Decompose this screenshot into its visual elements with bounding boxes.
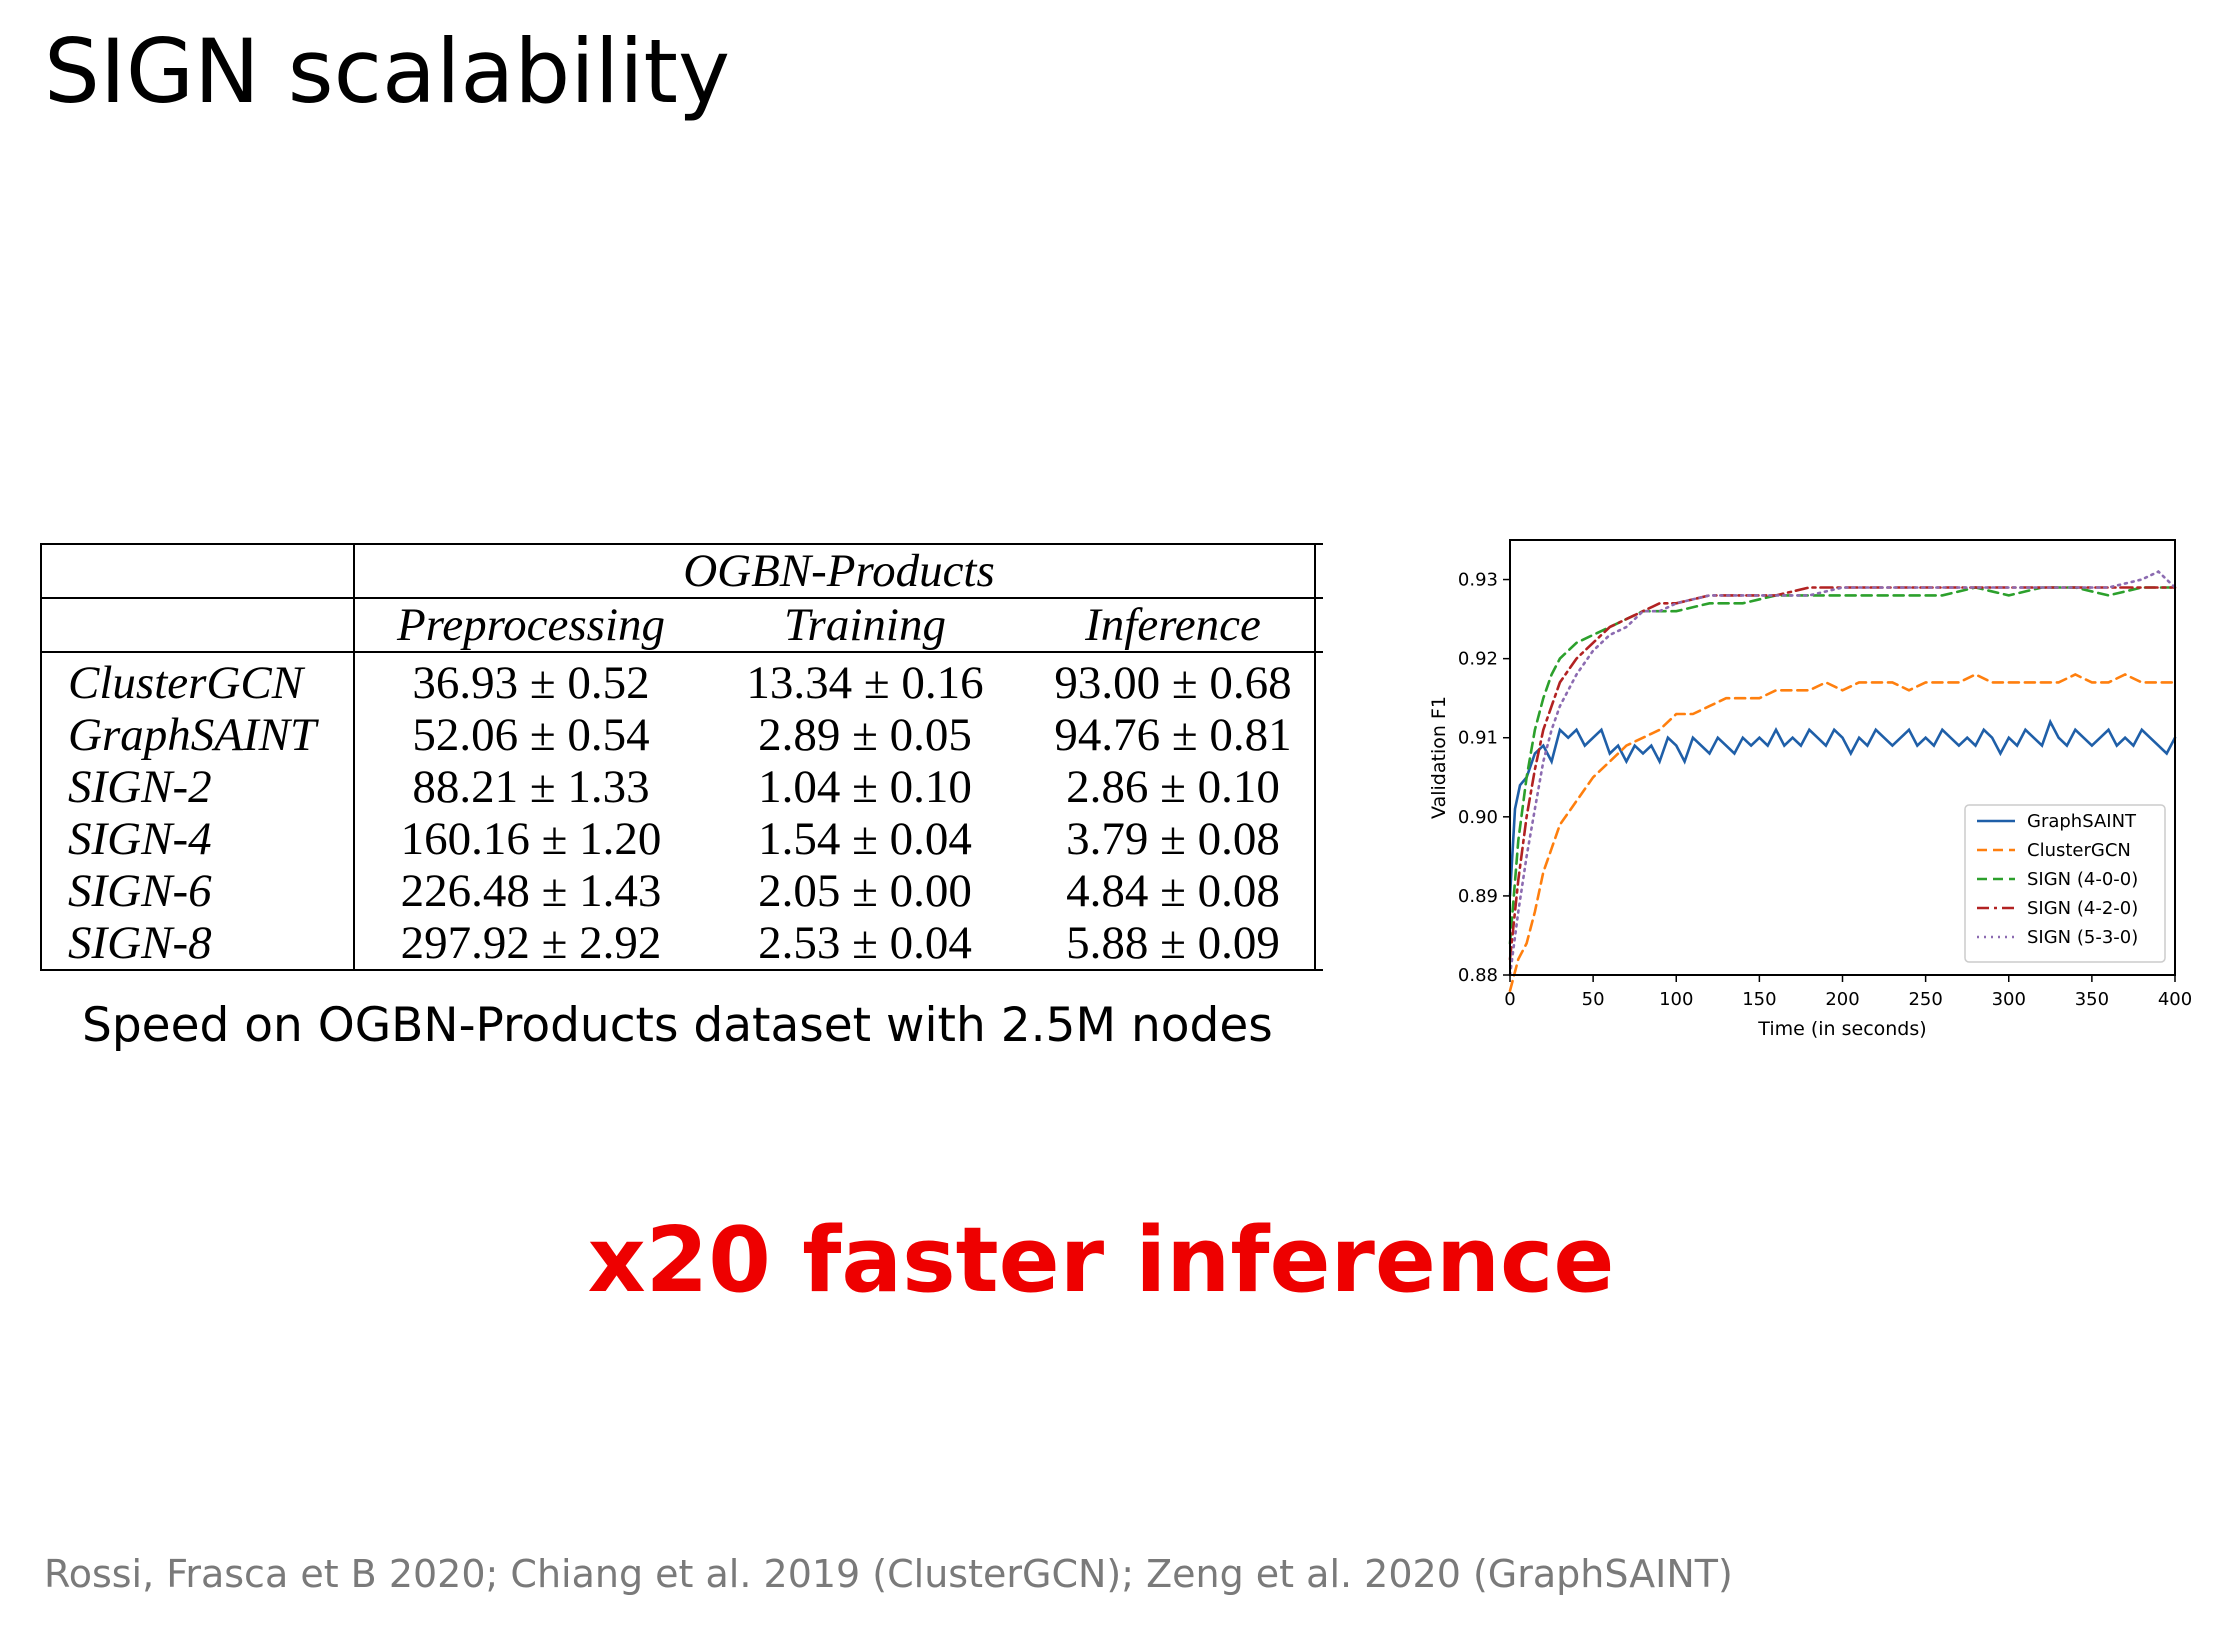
- preprocessing-value: 36.93 ± 0.52: [412, 656, 650, 709]
- x-tick-label: 400: [2158, 989, 2192, 1010]
- chart-axes: 0 50 100 150 200 250 300 350 400 0.88 0.89 0.90 0.91…: [1458, 570, 2192, 1010]
- legend-label: SIGN (5-3-0): [2027, 927, 2138, 948]
- series-line-0: [1508, 718, 2177, 898]
- highlight-label: x20 faster inference: [587, 1208, 1615, 1313]
- training-value: 2.05 ± 0.00: [758, 864, 972, 917]
- method-name: ClusterGCN: [40, 652, 355, 709]
- y-tick-label: 0.91: [1458, 728, 1498, 749]
- x-tick-label: 300: [1992, 989, 2026, 1010]
- inference-value: 94.76 ± 0.81: [1054, 708, 1292, 761]
- inference-value: 93.00 ± 0.68: [1054, 656, 1292, 709]
- inference-value: 2.86 ± 0.10: [1066, 760, 1280, 813]
- column-header: Inference: [1023, 597, 1323, 653]
- method-name: GraphSAINT: [40, 709, 355, 761]
- x-axis-label: Time (in seconds): [1757, 1018, 1926, 1040]
- table-row: SIGN-4 160.16 ± 1.20 1.54 ± 0.04 3.79 ± …: [40, 813, 1323, 865]
- column-header: Training: [707, 597, 1023, 653]
- legend-label: SIGN (4-2-0): [2027, 898, 2138, 919]
- x-tick-label: 150: [1742, 989, 1776, 1010]
- method-name: SIGN-4: [40, 813, 355, 865]
- corner-cell: [40, 597, 355, 653]
- legend-label: ClusterGCN: [2027, 840, 2131, 861]
- y-tick-label: 0.92: [1458, 649, 1498, 670]
- chart-marks: [1508, 570, 2177, 993]
- validation-f1-chart: 0 50 100 150 200 250 300 350 400 0.88 0.89 0.90 0.91…: [1428, 539, 2192, 1040]
- inference-value: 4.84 ± 0.08: [1066, 864, 1280, 917]
- training-value: 2.53 ± 0.04: [707, 917, 1023, 971]
- preprocessing-value: 226.48 ± 1.43: [400, 864, 662, 917]
- series-line-1: [1508, 673, 2177, 993]
- table-row: GraphSAINT 52.06 ± 0.54 2.89 ± 0.05 94.7…: [40, 709, 1323, 761]
- table-row: SIGN-6 226.48 ± 1.43 2.05 ± 0.00 4.84 ± …: [40, 865, 1323, 917]
- legend-box: [1964, 804, 2166, 963]
- preprocessing-value: 297.92 ± 2.92: [354, 917, 707, 971]
- x-tick-label: 0: [1504, 989, 1515, 1010]
- inference-value: 3.79 ± 0.08: [1066, 812, 1280, 865]
- table-caption: Speed on OGBN-Products dataset with 2.5M…: [82, 998, 1273, 1053]
- x-tick-label: 250: [1908, 989, 1942, 1010]
- x-tick-label: 200: [1825, 989, 1859, 1010]
- y-tick-label: 0.93: [1458, 570, 1498, 591]
- series-line-2: [1508, 586, 2177, 945]
- highlight-text: x20 faster inference: [0, 1208, 2218, 1313]
- table-row: SIGN-2 88.21 ± 1.33 1.04 ± 0.10 2.86 ± 0…: [40, 761, 1323, 813]
- x-tick-label: 100: [1659, 989, 1693, 1010]
- slide-title: SIGN scalability: [44, 20, 731, 123]
- training-value: 1.54 ± 0.04: [758, 812, 972, 865]
- corner-cell: [40, 543, 355, 598]
- table-row: ClusterGCN 36.93 ± 0.52 13.34 ± 0.16 93.…: [40, 652, 1323, 709]
- results-table: OGBN-Products Preprocessing Training Inf…: [40, 543, 1323, 971]
- group-header: OGBN-Products: [354, 543, 1323, 598]
- y-tick-label: 0.89: [1458, 886, 1498, 907]
- method-name: SIGN-8: [40, 917, 355, 971]
- preprocessing-value: 160.16 ± 1.20: [400, 812, 662, 865]
- citation: Rossi, Frasca et B 2020; Chiang et al. 2…: [44, 1552, 1733, 1596]
- training-value: 13.34 ± 0.16: [746, 656, 984, 709]
- legend-label: GraphSAINT: [2027, 811, 2137, 832]
- inference-value: 5.88 ± 0.09: [1023, 917, 1323, 971]
- column-header: Preprocessing: [354, 597, 707, 653]
- training-value: 2.89 ± 0.05: [758, 708, 972, 761]
- x-tick-label: 350: [2075, 989, 2109, 1010]
- y-axis-label: Validation F1: [1428, 696, 1450, 819]
- chart-legend: GraphSAINT ClusterGCN SIGN (4-0-0) SIGN (4-…: [1964, 804, 2166, 963]
- y-tick-label: 0.90: [1458, 807, 1498, 828]
- preprocessing-value: 52.06 ± 0.54: [412, 708, 650, 761]
- table-row: SIGN-8 297.92 ± 2.92 2.53 ± 0.04 5.88 ± …: [40, 917, 1323, 971]
- preprocessing-value: 88.21 ± 1.33: [412, 760, 650, 813]
- x-tick-label: 50: [1582, 989, 1605, 1010]
- method-name: SIGN-2: [40, 761, 355, 813]
- method-name: SIGN-6: [40, 865, 355, 917]
- series-line-4: [1508, 570, 2177, 977]
- training-value: 1.04 ± 0.10: [758, 760, 972, 813]
- y-tick-label: 0.88: [1458, 965, 1498, 986]
- legend-label: SIGN (4-0-0): [2027, 869, 2138, 890]
